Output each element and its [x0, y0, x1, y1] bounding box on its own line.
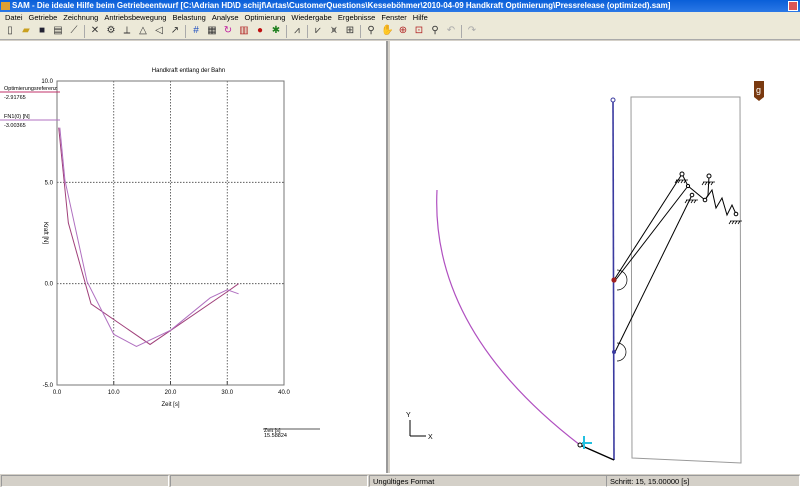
legend-value: -3.00365: [4, 123, 26, 129]
toolbar-separator: [185, 24, 186, 38]
handle-marker[interactable]: [577, 436, 592, 449]
menu-zeichnung[interactable]: Zeichnung: [63, 13, 99, 22]
close-button[interactable]: [788, 1, 798, 11]
menu-ergebnisse[interactable]: Ergebnisse: [337, 13, 376, 22]
redo-icon[interactable]: ↷: [467, 25, 477, 36]
axis-triad: XY: [406, 412, 433, 441]
toolbar-separator: [461, 24, 462, 38]
gear-icon[interactable]: ⚙: [106, 25, 116, 36]
undo-icon[interactable]: ↶: [446, 25, 456, 36]
link: [613, 185, 689, 283]
x-tick-label: 10.0: [108, 390, 120, 396]
link: [614, 194, 693, 353]
toolbar: ▯ ▰ ■ ▤ ⟋ ✕ ⚙ ⟂ △ ◁ ↗ # ▦ ↻ ▥ ● ✱ ⩘ ⩗ ⩙ ⊞ ⚲ ✋ ⊕ ⊡ ⚲ ↶ ↷: [0, 23, 800, 40]
drive-joint: [611, 277, 617, 283]
svg-text:Y: Y: [406, 412, 411, 419]
x-tick-label: 20.0: [165, 390, 177, 396]
x-axis-label: Zeit [s]: [161, 402, 179, 408]
y-tick-label: -5.0: [43, 383, 54, 389]
y-tick-label: 10.0: [41, 79, 53, 85]
toolbar-separator: [84, 24, 85, 38]
frame-icon[interactable]: ▥: [239, 25, 249, 36]
mass-icon[interactable]: ●: [256, 25, 264, 36]
menu-bar: Datei Getriebe Zeichnung Antriebsbewegung Be…: [0, 12, 800, 23]
coupler-path: [436, 189, 581, 446]
menu-belastung[interactable]: Belastung: [172, 13, 206, 22]
x-tick-label: 30.0: [221, 390, 233, 396]
numbers-icon[interactable]: #: [193, 25, 199, 36]
save-icon[interactable]: ■: [38, 25, 46, 36]
y-axis-label: Kraft [N]: [42, 222, 48, 244]
title-bar: SAM - Die ideale Hilfe beim Getriebeentw…: [0, 0, 800, 12]
graph3-icon[interactable]: ⩙: [331, 25, 337, 36]
link: [613, 173, 683, 281]
plot-frame: [56, 80, 285, 386]
menu-optimierung[interactable]: Optimierung: [244, 13, 286, 22]
zoom-window-icon[interactable]: ⊡: [414, 25, 424, 36]
cursor-label: Zeit [s]: [264, 428, 281, 434]
new-icon[interactable]: ▯: [7, 25, 13, 36]
status-step: Schritt: 15, 15.00000 [s]: [606, 475, 800, 487]
toolbar-separator: [286, 24, 287, 38]
status-bar: Ungültiges Format Schritt: 15, 15.00000 …: [0, 473, 800, 487]
legend-label: Optimierungsreferenz: [4, 86, 57, 92]
menu-fenster[interactable]: Fenster: [381, 13, 407, 22]
app-icon: [1, 2, 10, 10]
ground-supports: [674, 179, 742, 225]
table-icon[interactable]: ▦: [207, 25, 217, 36]
mechanism-drawing[interactable]: XY g: [390, 41, 800, 473]
menu-hilfe[interactable]: Hilfe: [412, 13, 428, 22]
force-chart: Handkraft entlang der Bahn 0.0 10.0 20.0 30.…: [0, 68, 320, 439]
y-tick-label: 5.0: [45, 180, 54, 186]
chart-title: Handkraft entlang der Bahn: [152, 68, 225, 74]
legend-value: -2.91765: [4, 95, 26, 101]
cursor-value: 15.58824: [264, 433, 287, 439]
series-line-1: [58, 127, 239, 346]
zoom-center-icon[interactable]: ⊕: [398, 25, 408, 36]
svg-text:X: X: [428, 434, 433, 441]
path-icon[interactable]: ↗: [170, 25, 180, 36]
force-icon[interactable]: ✱: [271, 25, 281, 36]
y-tick-label: 0.0: [45, 282, 54, 288]
cross-link-icon[interactable]: ✕: [90, 25, 100, 36]
graph1-icon[interactable]: ⩘: [294, 25, 300, 36]
badge-g[interactable]: g: [754, 81, 764, 101]
cam-icon[interactable]: ◁: [155, 25, 163, 36]
toolbar-separator: [307, 24, 308, 38]
motion-icon[interactable]: ↻: [223, 25, 233, 36]
series-line-2: [59, 127, 239, 348]
menu-analyse[interactable]: Analyse: [211, 13, 239, 22]
toolbar-separator: [360, 24, 361, 38]
link-icon[interactable]: ⟋: [70, 25, 78, 36]
open-icon[interactable]: ▰: [22, 25, 30, 36]
svg-text:g: g: [756, 85, 761, 95]
slider-icon[interactable]: ⟂: [123, 25, 131, 36]
graph2-icon[interactable]: ⩗: [315, 25, 321, 36]
menu-antriebsbewegung[interactable]: Antriebsbewegung: [104, 13, 167, 22]
menu-getriebe[interactable]: Getriebe: [28, 13, 58, 22]
print-icon[interactable]: ▤: [53, 25, 63, 36]
x-tick-label: 0.0: [53, 390, 62, 396]
status-cell: [170, 475, 368, 487]
link: [579, 444, 615, 461]
zoom-prev-icon[interactable]: ⚲: [431, 25, 439, 36]
spring: [704, 188, 737, 217]
joints: [679, 171, 739, 217]
fit-icon[interactable]: ⊞: [345, 25, 355, 36]
chart-panel: Handkraft entlang der Bahn 0.0 10.0 20.0 30.…: [0, 41, 388, 473]
status-cell: [1, 475, 169, 487]
menu-wiedergabe[interactable]: Wiedergabe: [291, 13, 332, 22]
legend-label: FN1(0) [N]: [4, 114, 30, 120]
zoom-icon[interactable]: ⚲: [367, 25, 375, 36]
window-title: SAM - Die ideale Hilfe beim Getriebeentw…: [12, 1, 671, 10]
menu-datei[interactable]: Datei: [5, 13, 23, 22]
pan-icon[interactable]: ✋: [381, 25, 394, 36]
joint: [612, 350, 616, 354]
joint: [610, 97, 616, 103]
frame-rect: [630, 96, 742, 464]
support-icon[interactable]: △: [139, 25, 147, 36]
x-tick-label: 40.0: [278, 390, 290, 396]
